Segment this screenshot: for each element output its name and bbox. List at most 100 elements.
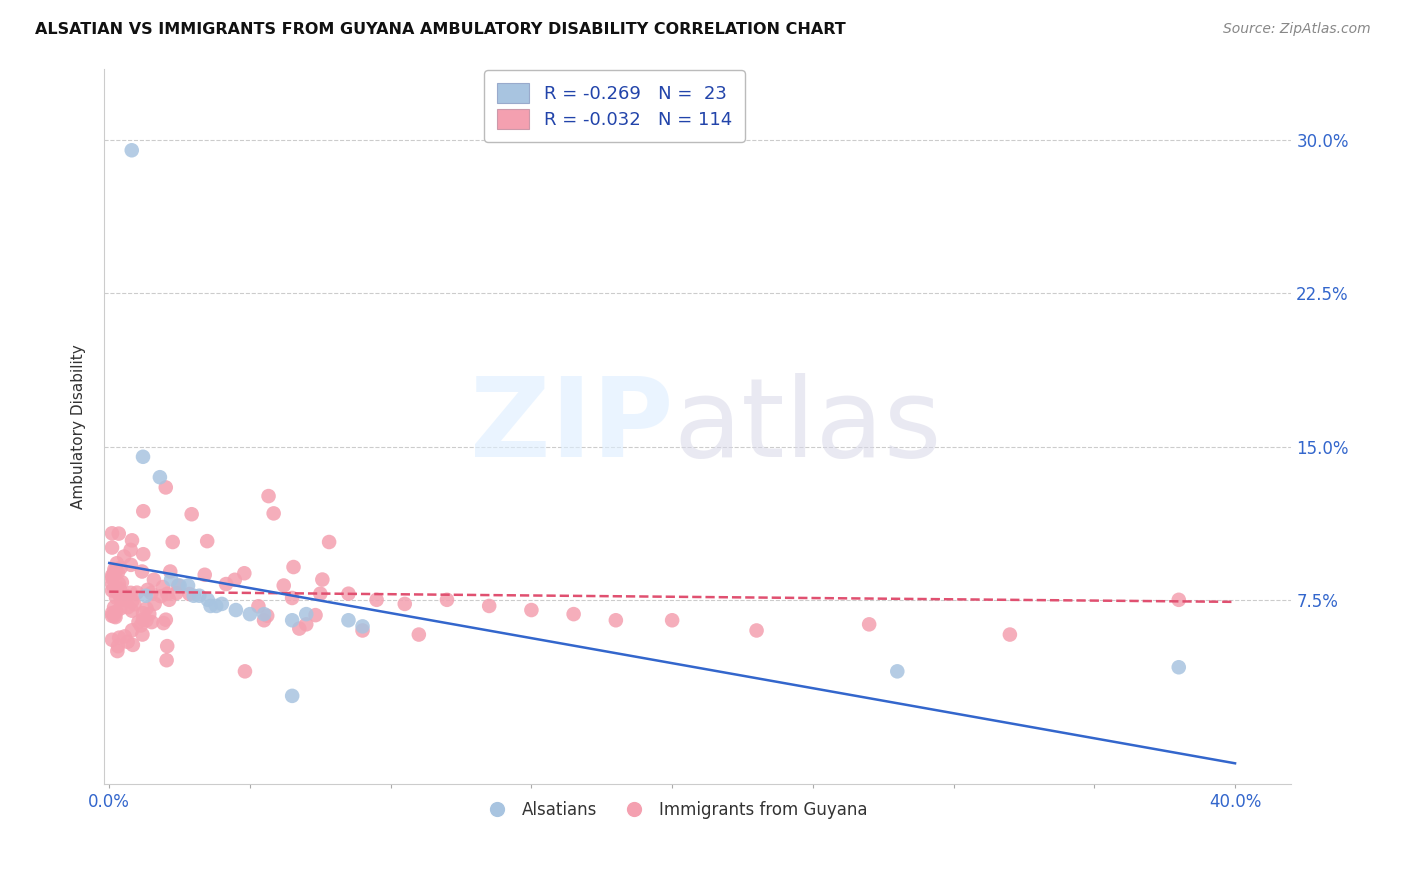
Point: [295, 617, 318, 632]
Text: ZIP: ZIP: [471, 373, 673, 480]
Point: [155, 480, 177, 494]
Text: atlas: atlas: [673, 373, 942, 480]
Point: [120, 558, 142, 572]
Point: [263, 507, 285, 521]
Point: [115, 589, 138, 603]
Point: [125, 585, 148, 599]
Point: [108, 582, 131, 596]
Point: [155, 613, 177, 627]
Point: [110, 592, 132, 607]
Point: [101, 571, 124, 585]
Point: [239, 607, 262, 621]
Point: [195, 534, 218, 549]
Point: [205, 599, 228, 613]
Point: [288, 622, 311, 636]
Point: [408, 627, 430, 641]
Point: [215, 577, 238, 591]
Point: [132, 450, 155, 464]
Point: [117, 600, 139, 615]
Point: [152, 580, 174, 594]
Point: [188, 589, 211, 603]
Point: [160, 573, 183, 587]
Point: [112, 549, 135, 564]
Point: [520, 603, 543, 617]
Point: [295, 607, 318, 621]
Point: [233, 566, 256, 581]
Point: [103, 566, 125, 581]
Point: [117, 635, 139, 649]
Point: [132, 613, 155, 627]
Point: [253, 613, 276, 627]
Point: [562, 607, 585, 621]
Point: [105, 591, 128, 605]
Point: [104, 564, 127, 578]
Point: [337, 613, 360, 627]
Point: [159, 565, 181, 579]
Point: [120, 542, 142, 557]
Point: [211, 597, 233, 611]
Point: [135, 589, 157, 603]
Point: [121, 533, 143, 548]
Point: [132, 547, 155, 561]
Point: [309, 587, 332, 601]
Point: [257, 489, 280, 503]
Point: [661, 613, 683, 627]
Point: [131, 627, 153, 641]
Point: [180, 507, 202, 521]
Point: [136, 582, 159, 597]
Point: [101, 632, 124, 647]
Point: [127, 615, 149, 629]
Point: [179, 587, 201, 601]
Point: [104, 610, 127, 624]
Point: [156, 639, 179, 653]
Point: [143, 597, 166, 611]
Point: [858, 617, 880, 632]
Point: [162, 535, 184, 549]
Point: [105, 644, 128, 658]
Point: [111, 575, 134, 590]
Point: [107, 526, 129, 541]
Text: Source: ZipAtlas.com: Source: ZipAtlas.com: [1223, 22, 1371, 37]
Point: [101, 568, 124, 582]
Point: [121, 638, 143, 652]
Point: [998, 627, 1021, 641]
Point: [253, 607, 276, 621]
Point: [103, 609, 125, 624]
Point: [103, 600, 125, 615]
Point: [352, 624, 374, 638]
Point: [166, 586, 188, 600]
Point: [129, 618, 152, 632]
Point: [101, 606, 124, 620]
Point: [167, 579, 190, 593]
Point: [135, 613, 157, 627]
Point: [478, 599, 501, 613]
Point: [394, 597, 416, 611]
Y-axis label: Ambulatory Disability: Ambulatory Disability: [72, 343, 86, 508]
Point: [104, 564, 127, 578]
Point: [281, 613, 304, 627]
Point: [436, 592, 458, 607]
Point: [135, 601, 157, 615]
Point: [200, 599, 222, 613]
Point: [105, 605, 128, 619]
Point: [108, 631, 131, 645]
Point: [177, 578, 200, 592]
Point: [337, 587, 360, 601]
Point: [156, 587, 179, 601]
Point: [155, 653, 177, 667]
Point: [157, 592, 180, 607]
Text: ALSATIAN VS IMMIGRANTS FROM GUYANA AMBULATORY DISABILITY CORRELATION CHART: ALSATIAN VS IMMIGRANTS FROM GUYANA AMBUL…: [35, 22, 846, 37]
Point: [110, 560, 132, 574]
Point: [101, 583, 124, 598]
Point: [183, 589, 205, 603]
Point: [120, 586, 142, 600]
Point: [103, 562, 125, 576]
Point: [141, 615, 163, 629]
Point: [108, 601, 131, 615]
Point: [132, 504, 155, 518]
Point: [149, 589, 172, 603]
Point: [318, 535, 340, 549]
Point: [111, 591, 134, 605]
Point: [101, 541, 124, 555]
Point: [108, 576, 131, 591]
